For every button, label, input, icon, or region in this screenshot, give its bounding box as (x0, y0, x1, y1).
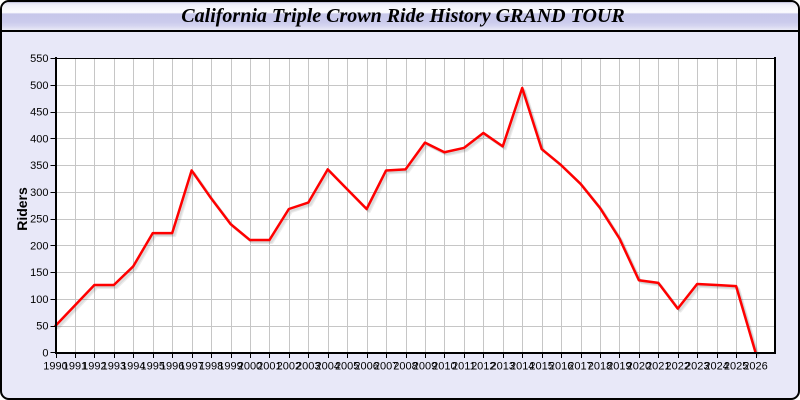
svg-text:2022: 2022 (666, 361, 690, 373)
svg-text:2010: 2010 (432, 361, 456, 373)
svg-text:2016: 2016 (549, 361, 573, 373)
svg-text:350: 350 (30, 160, 48, 172)
svg-text:200: 200 (30, 240, 48, 252)
svg-text:1997: 1997 (179, 361, 203, 373)
svg-text:1992: 1992 (82, 361, 106, 373)
svg-text:Riders: Riders (14, 187, 30, 231)
svg-text:2008: 2008 (393, 361, 417, 373)
svg-text:2018: 2018 (588, 361, 612, 373)
svg-text:2017: 2017 (568, 361, 592, 373)
svg-text:2009: 2009 (413, 361, 437, 373)
svg-text:400: 400 (30, 133, 48, 145)
svg-text:2026: 2026 (743, 361, 767, 373)
svg-text:2013: 2013 (491, 361, 515, 373)
svg-text:100: 100 (30, 294, 48, 306)
svg-text:2006: 2006 (354, 361, 378, 373)
svg-text:2021: 2021 (646, 361, 670, 373)
svg-text:150: 150 (30, 267, 48, 279)
svg-text:2020: 2020 (627, 361, 651, 373)
svg-text:2004: 2004 (315, 361, 339, 373)
svg-text:1994: 1994 (121, 361, 145, 373)
svg-text:250: 250 (30, 214, 48, 226)
svg-text:1995: 1995 (140, 361, 164, 373)
svg-text:50: 50 (36, 321, 48, 333)
svg-text:1991: 1991 (63, 361, 87, 373)
svg-text:2007: 2007 (374, 361, 398, 373)
svg-text:2003: 2003 (296, 361, 320, 373)
svg-text:2000: 2000 (238, 361, 262, 373)
svg-text:1996: 1996 (160, 361, 184, 373)
svg-text:2015: 2015 (529, 361, 553, 373)
svg-text:450: 450 (30, 107, 48, 119)
svg-text:1993: 1993 (102, 361, 126, 373)
svg-text:2001: 2001 (257, 361, 281, 373)
svg-text:0: 0 (42, 348, 48, 360)
svg-text:300: 300 (30, 187, 48, 199)
svg-text:2025: 2025 (724, 361, 748, 373)
svg-text:1998: 1998 (199, 361, 223, 373)
svg-text:2005: 2005 (335, 361, 359, 373)
svg-text:500: 500 (30, 80, 48, 92)
svg-text:2002: 2002 (277, 361, 301, 373)
svg-text:550: 550 (30, 53, 48, 65)
svg-text:1990: 1990 (43, 361, 67, 373)
svg-text:1999: 1999 (218, 361, 242, 373)
svg-text:2011: 2011 (452, 361, 476, 373)
svg-text:2014: 2014 (510, 361, 534, 373)
svg-text:2023: 2023 (685, 361, 709, 373)
svg-text:2019: 2019 (607, 361, 631, 373)
svg-text:2024: 2024 (704, 361, 728, 373)
svg-text:2012: 2012 (471, 361, 495, 373)
